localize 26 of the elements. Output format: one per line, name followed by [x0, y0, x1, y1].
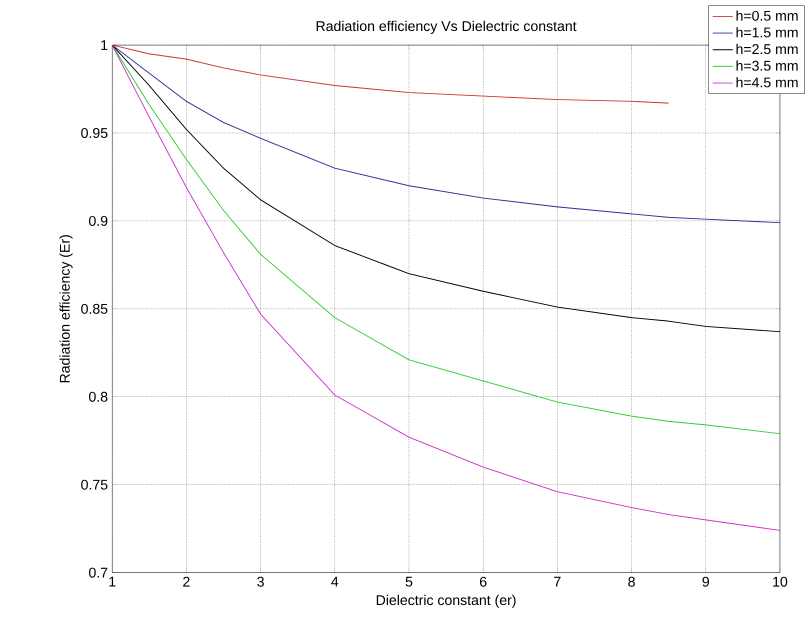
y-tick-label: 0.85 — [81, 304, 108, 314]
legend-label: h=1.5 mm — [736, 27, 798, 38]
x-tick-label: 7 — [554, 576, 561, 587]
x-tick-label: 10 — [773, 576, 788, 587]
x-tick-label: 1 — [109, 576, 116, 587]
line-series — [112, 45, 670, 104]
y-tick-label: 0.75 — [81, 480, 108, 490]
x-tick-label: 6 — [480, 576, 486, 587]
y-axis-title: Radiation efficiency (Er) — [59, 235, 73, 382]
x-tick-label: 3 — [257, 576, 264, 587]
x-axis-title: Dielectric constant (er) — [376, 594, 516, 608]
y-tick-label: 0.95 — [81, 128, 108, 138]
legend-label: h=3.5 mm — [736, 60, 798, 71]
y-tick-label: 0.7 — [89, 568, 108, 578]
x-tick-label: 9 — [702, 576, 710, 587]
x-tick-label: 2 — [183, 576, 190, 587]
legend-label: h=4.5 mm — [736, 77, 798, 88]
y-tick-label: 0.9 — [89, 216, 108, 226]
legend-label: h=0.5 mm — [736, 10, 798, 21]
x-tick-label: 8 — [628, 576, 635, 587]
legend-label: h=2.5 mm — [736, 44, 798, 54]
x-tick-label: 5 — [406, 576, 412, 587]
y-tick-label: 1 — [101, 40, 108, 50]
y-tick-label: 0.8 — [89, 392, 108, 402]
chart-title: Radiation efficiency Vs Dielectric constant — [316, 20, 577, 34]
x-tick-label: 4 — [331, 576, 338, 587]
